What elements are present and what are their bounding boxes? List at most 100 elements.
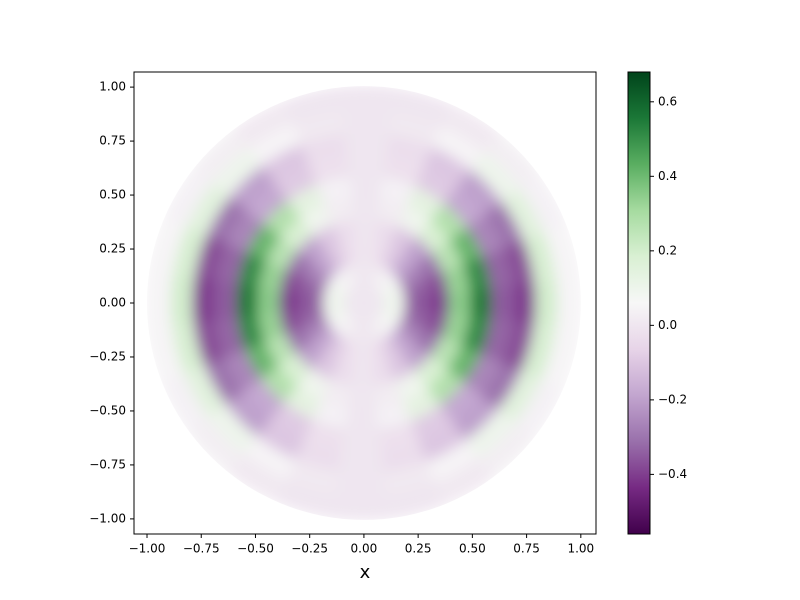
y-tick-label: 0.75 (99, 134, 126, 148)
heat-cell (344, 171, 384, 199)
heat-cell (200, 194, 247, 249)
heat-cell (360, 279, 368, 303)
heat-cell (231, 283, 259, 323)
y-tick-label: −0.25 (89, 349, 126, 363)
heat-cell (353, 236, 374, 263)
heat-cell (337, 450, 390, 478)
heat-cell (465, 404, 523, 461)
heat-cell (498, 365, 548, 426)
heat-cell (160, 373, 213, 439)
heat-cell (366, 320, 383, 349)
heat-cell (222, 391, 275, 444)
heat-cell (241, 120, 302, 170)
heat-cell (222, 162, 275, 215)
heat-cell (318, 284, 347, 301)
heat-cell (401, 231, 436, 266)
heat-cell (478, 417, 541, 479)
heat-cell (360, 303, 368, 327)
y-tick-label: 0.00 (99, 296, 126, 310)
y-tick-label: −0.50 (89, 403, 126, 417)
colorbar-tick-label: 0.4 (658, 169, 677, 183)
x-tick-label: 0.50 (459, 542, 486, 556)
heat-cell (426, 289, 453, 317)
heat-cell (402, 180, 447, 221)
heat-cell (340, 299, 364, 307)
colorbar-tick-label: 0.2 (658, 243, 677, 257)
heat-cell (434, 100, 501, 153)
heat-cell (205, 145, 262, 202)
heat-cell (350, 214, 378, 242)
heat-cell (353, 343, 374, 370)
heat-cell (447, 286, 475, 320)
heat-cell (188, 277, 216, 329)
heat-cell (363, 299, 388, 307)
x-tick-label: −1.00 (129, 542, 166, 556)
heat-cell (434, 453, 501, 506)
x-tick-label: −0.25 (291, 542, 328, 556)
heat-cell (514, 167, 568, 233)
x-axis-label: x (360, 562, 371, 583)
heat-cell (490, 280, 518, 326)
heat-cell (464, 349, 508, 399)
heat-cell (498, 180, 548, 241)
heat-cell (481, 357, 528, 412)
cells (147, 86, 581, 520)
heat-cell (209, 280, 238, 326)
colorbar (627, 71, 651, 535)
heat-cell (281, 385, 325, 426)
y-tick-label: −1.00 (89, 511, 126, 525)
y-tick-label: 0.50 (99, 188, 126, 202)
heat-cell (469, 283, 497, 323)
colorbar-tick-label: 0.0 (658, 318, 677, 332)
heat-cell (401, 340, 436, 375)
heat-cell (292, 340, 327, 375)
heat-cell (166, 273, 195, 333)
heat-cell (341, 428, 387, 457)
heat-cell (187, 417, 250, 479)
heat-cell (180, 365, 230, 426)
heat-cell (337, 128, 390, 156)
heat-cell (318, 305, 347, 322)
heat-cell (254, 419, 310, 466)
heat-cell (345, 257, 362, 286)
heat-cell (160, 167, 213, 233)
heat-cell (147, 270, 173, 336)
heat-cell (274, 289, 302, 317)
heat-cell (227, 100, 294, 153)
disk (147, 86, 581, 520)
heat-cell (540, 324, 581, 390)
colorbar-tick-label: −0.2 (658, 392, 687, 406)
heat-cell (452, 162, 506, 215)
heat-cell (276, 479, 343, 520)
heat-cell (240, 221, 281, 265)
heat-cell (292, 231, 327, 266)
heat-cell (514, 373, 568, 439)
heat-cell (426, 436, 487, 486)
heat-cell (268, 402, 318, 446)
heat-cell (341, 149, 387, 178)
heat-cell (511, 277, 540, 329)
x-tick-label: 0.00 (351, 542, 378, 556)
heat-cell (253, 286, 281, 320)
heat-cell (347, 192, 381, 220)
x-tick-label: −0.75 (183, 542, 220, 556)
x-tick-label: 1.00 (567, 542, 594, 556)
heat-cell (276, 86, 343, 127)
y-tick-label: 1.00 (99, 80, 126, 94)
heat-cell (410, 160, 460, 204)
colorbar-tick-label: −0.4 (658, 467, 687, 481)
colorbar-tick-label: 0.6 (658, 94, 677, 108)
heat-cell (381, 305, 410, 322)
heat-cell (344, 407, 384, 435)
heat-cell (363, 303, 388, 313)
heat-cell (381, 284, 410, 301)
heat-cell (187, 127, 250, 189)
y-tick-label: −0.75 (89, 457, 126, 471)
heat-cell (452, 391, 506, 444)
heat-cell (533, 273, 562, 333)
heat-cell (366, 257, 383, 286)
heat-cell (385, 86, 452, 127)
heat-cell (426, 120, 487, 170)
heat-cell (478, 127, 541, 189)
